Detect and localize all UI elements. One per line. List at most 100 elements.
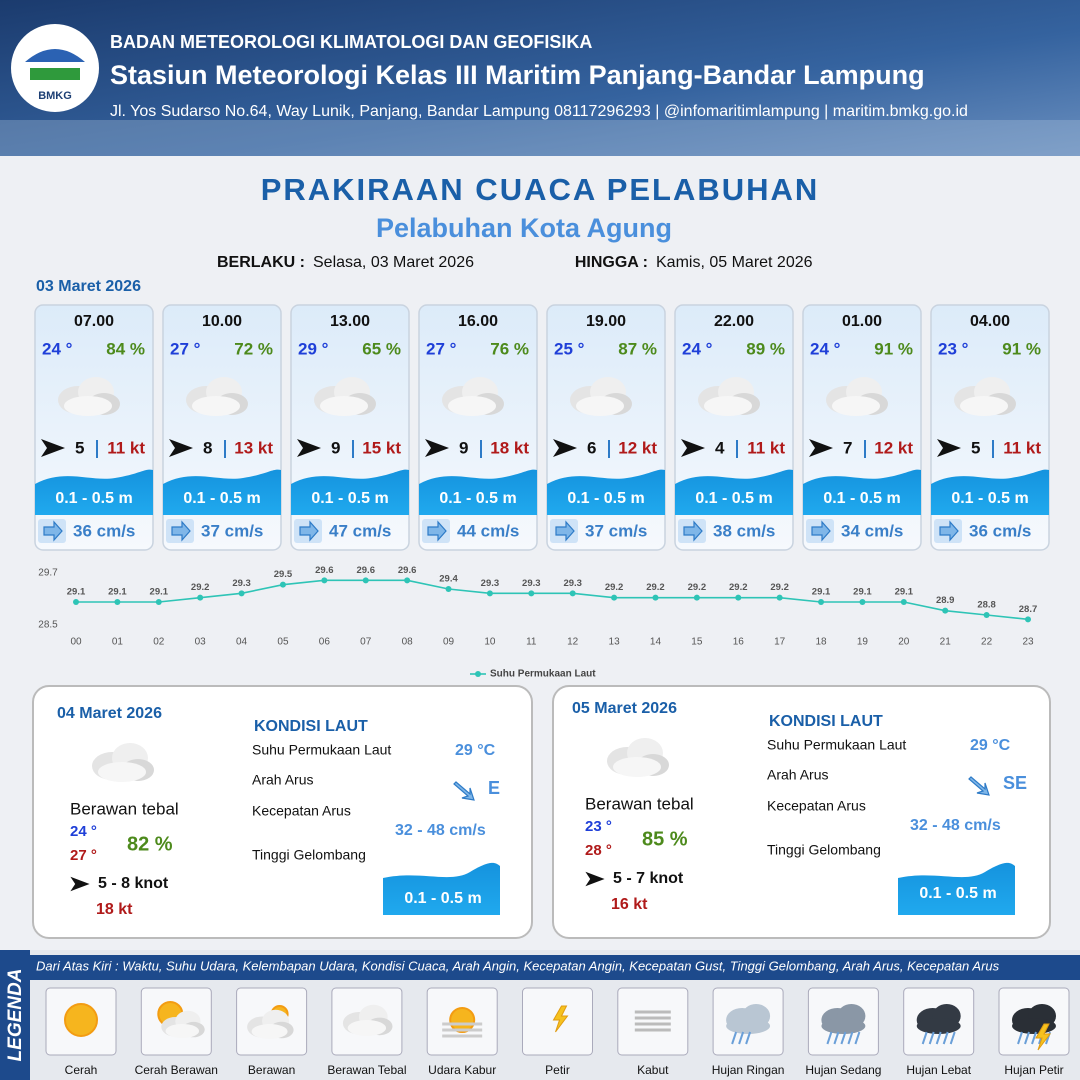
sea-wave: 0.1 - 0.5 m	[404, 890, 481, 907]
line-point	[900, 599, 907, 605]
slot-gust: 13 kt	[234, 438, 273, 457]
data-label: 29.4	[439, 574, 458, 585]
legend-item: Hujan Lebat	[906, 1063, 971, 1077]
data-label: 29.5	[274, 569, 293, 580]
x-tick-label: 21	[940, 637, 952, 648]
line-point	[693, 594, 700, 601]
slot-wave: 0.1 - 0.5 m	[55, 490, 132, 507]
cloud	[726, 1018, 771, 1034]
slot-time: 01.00	[842, 313, 882, 330]
data-label: 29.3	[563, 578, 582, 589]
day-gust: 18 kt	[96, 901, 133, 918]
data-label: 29.2	[605, 582, 624, 593]
slot-wind: 9	[331, 438, 340, 457]
slot-temp: 29 °	[298, 339, 329, 358]
x-tick-label: 14	[650, 637, 662, 648]
slot-current: 37 cm/s	[585, 521, 647, 540]
current-arrow	[677, 518, 707, 544]
sea-direction: SE	[1003, 773, 1027, 793]
y-tick-label: 28.5	[38, 620, 58, 631]
sea-speed: 32 - 48 cm/s	[395, 822, 486, 839]
current-arrow	[805, 518, 835, 544]
wave-shape	[419, 469, 537, 515]
legend-item: Berawan	[248, 1063, 295, 1077]
sea-label: Suhu Permukaan Laut	[767, 737, 906, 753]
valid-from-label: BERLAKU :	[217, 254, 305, 271]
sun	[64, 1003, 98, 1037]
wave-shape	[898, 862, 1015, 915]
slot-gust: 11 kt	[1003, 438, 1041, 457]
line-point	[114, 599, 121, 605]
day-temp-max: 27 °	[70, 847, 97, 864]
legend-item: Berawan Tebal	[327, 1063, 406, 1077]
data-label: 28.8	[977, 600, 996, 611]
wave-shape	[35, 469, 153, 515]
cloud	[1012, 1018, 1056, 1034]
day-temp-min: 23 °	[585, 818, 612, 835]
slot-current: 36 cm/s	[969, 521, 1031, 540]
data-label: 28.9	[936, 595, 955, 606]
valid-to-label: HINGGA :	[575, 254, 648, 271]
data-label: 29.2	[729, 582, 748, 593]
rain	[921, 1031, 928, 1045]
rain	[738, 1031, 745, 1045]
data-label: 29.2	[688, 582, 707, 593]
y-tick-label: 29.7	[38, 568, 58, 579]
bolt	[1035, 1023, 1051, 1051]
slot-current: 44 cm/s	[457, 521, 519, 540]
x-tick-label: 01	[112, 637, 124, 648]
legend-item: Kabut	[637, 1063, 669, 1077]
slot-temp: 27 °	[170, 339, 201, 358]
line-point	[445, 586, 452, 592]
x-tick-label: 06	[319, 637, 331, 648]
slot-wave: 0.1 - 0.5 m	[951, 490, 1028, 507]
slot-temp: 24 °	[810, 339, 841, 358]
slot-gust: 11 kt	[107, 438, 145, 457]
x-tick-label: 10	[484, 637, 496, 648]
line-point	[404, 577, 411, 584]
legend-title: LEGENDA	[5, 969, 26, 1062]
slot-wind: 6	[587, 438, 596, 457]
x-tick-label: 17	[774, 637, 786, 648]
slot-gust: 11 kt	[747, 438, 785, 457]
rain	[942, 1031, 949, 1045]
data-label: 29.6	[398, 565, 417, 576]
x-tick-label: 00	[70, 637, 82, 648]
agency: BADAN METEOROLOGI KLIMATOLOGI DAN GEOFIS…	[110, 32, 592, 52]
legend-side	[0, 950, 30, 1080]
header-band	[0, 0, 1080, 156]
slot-humidity: 87 %	[618, 339, 657, 358]
line-point	[486, 590, 493, 597]
header-floor	[0, 120, 1080, 156]
day-condition: Berawan tebal	[70, 799, 179, 818]
line-point	[735, 594, 742, 601]
day-condition: Berawan tebal	[585, 794, 694, 813]
x-tick-label: 16	[733, 637, 745, 648]
x-tick-label: 13	[609, 637, 621, 648]
current-arrow	[421, 518, 451, 544]
current-arrow	[933, 518, 963, 544]
data-label: 29.1	[67, 587, 86, 598]
x-tick-label: 11	[526, 637, 537, 648]
data-label: 29.2	[191, 582, 210, 593]
slot-temp: 27 °	[426, 339, 457, 358]
valid-to: Kamis, 05 Maret 2026	[656, 254, 813, 271]
slot-wave: 0.1 - 0.5 m	[695, 490, 772, 507]
x-tick-label: 03	[195, 637, 207, 648]
slot-temp: 23 °	[938, 339, 969, 358]
subtitle: Pelabuhan Kota Agung	[376, 213, 672, 243]
slot-wind: 9	[459, 438, 468, 457]
cloud	[821, 1018, 866, 1034]
x-tick-label: 12	[567, 637, 579, 648]
valid-from: Selasa, 03 Maret 2026	[313, 254, 474, 271]
slot-wave: 0.1 - 0.5 m	[567, 490, 644, 507]
x-tick-label: 07	[360, 637, 372, 648]
slot-wind: 7	[843, 438, 852, 457]
sea-direction: E	[488, 778, 500, 798]
slot-current: 37 cm/s	[201, 521, 263, 540]
sea-temp: 29 °C	[455, 742, 496, 759]
slot-wind: 4	[715, 438, 725, 457]
legend-desc-band	[30, 955, 1080, 980]
x-tick-label: 02	[153, 637, 165, 648]
sea-label: Arah Arus	[767, 767, 828, 783]
